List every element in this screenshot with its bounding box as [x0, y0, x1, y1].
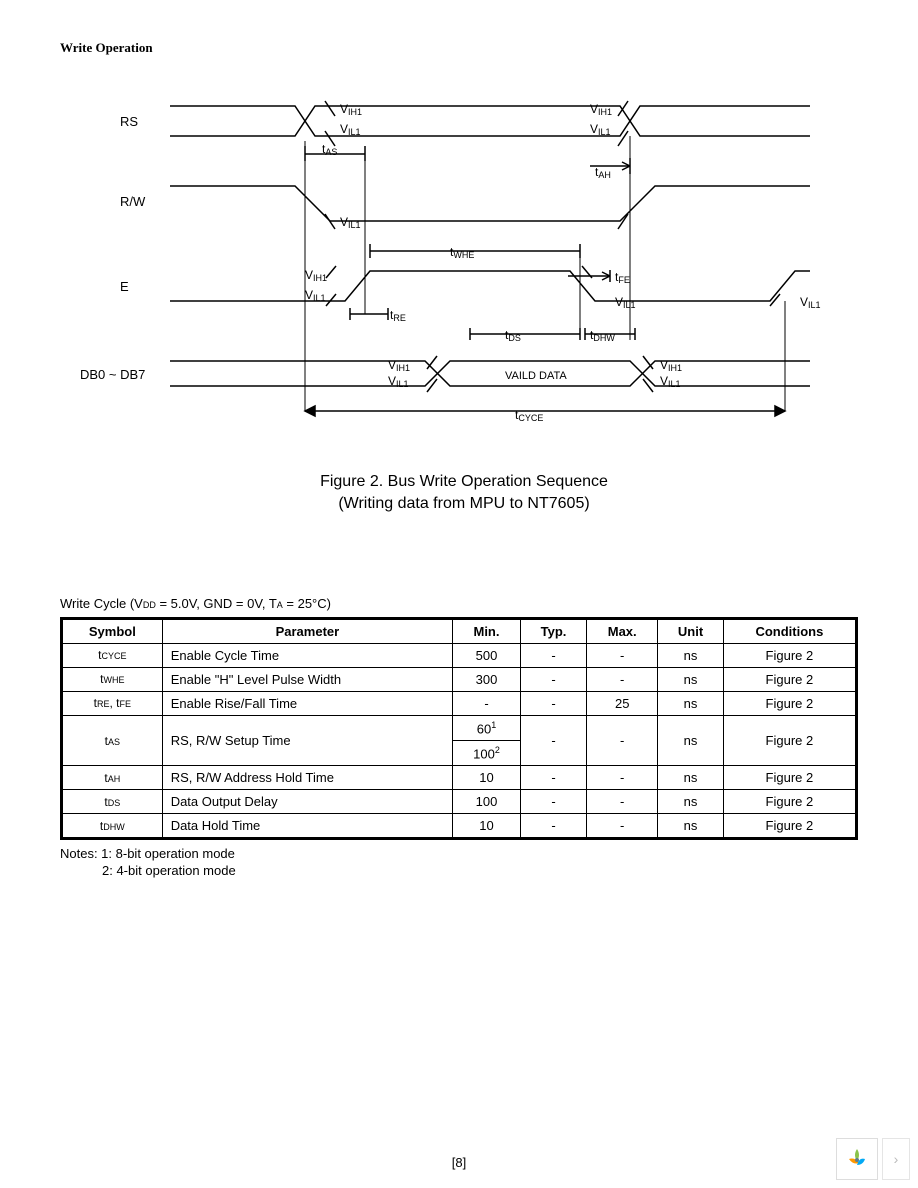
dim-twhe: [370, 244, 580, 258]
th-symbol: Symbol: [62, 618, 163, 643]
svg-text:VIH1: VIH1: [340, 102, 362, 117]
note-2: 2: 4-bit operation mode: [102, 863, 236, 878]
svg-text:tDS: tDS: [505, 328, 521, 343]
svg-text:tRE: tRE: [390, 308, 406, 323]
caption-line2: (Writing data from MPU to NT7605): [338, 495, 589, 512]
chevron-right-icon: ›: [894, 1151, 899, 1167]
svg-text:VIL1: VIL1: [305, 288, 326, 303]
th-min: Min.: [453, 618, 521, 643]
page-number: [8]: [0, 1155, 918, 1170]
svg-text:tAS: tAS: [322, 142, 337, 157]
table-row: tCYCEEnable Cycle Time500--nsFigure 2: [62, 643, 857, 667]
svg-text:VAILD DATA: VAILD DATA: [505, 370, 567, 382]
svg-text:tAH: tAH: [595, 165, 611, 180]
table-row: tRE, tFEEnable Rise/Fall Time--25nsFigur…: [62, 691, 857, 715]
signal-e: [170, 266, 810, 306]
dim-tds: [470, 328, 580, 340]
signal-db: [170, 356, 810, 392]
table-row: tASRS, R/W Setup Time601--nsFigure 2: [62, 715, 857, 740]
note-1: Notes: 1: 8-bit operation mode: [60, 846, 235, 861]
table-row: tWHEEnable "H" Level Pulse Width300--nsF…: [62, 667, 857, 691]
table-row: tDSData Output Delay100--nsFigure 2: [62, 790, 857, 814]
table-row: tDHWData Hold Time10--nsFigure 2: [62, 814, 857, 839]
label-rw: R/W: [120, 194, 146, 209]
svg-text:VIL1: VIL1: [388, 374, 409, 389]
table-title: Write Cycle (VDD = 5.0V, GND = 0V, TA = …: [60, 596, 858, 611]
svg-text:VIL1: VIL1: [800, 295, 821, 310]
figure-caption: Figure 2. Bus Write Operation Sequence (…: [70, 471, 858, 516]
svg-text:tDHW: tDHW: [590, 328, 615, 343]
svg-text:VIH1: VIH1: [305, 268, 327, 283]
th-typ: Typ.: [520, 618, 586, 643]
nav-widget: ›: [836, 1138, 910, 1180]
next-button[interactable]: ›: [882, 1138, 910, 1180]
dim-tfe: [568, 270, 610, 282]
label-db: DB0 ~ DB7: [80, 367, 145, 382]
th-cond: Conditions: [723, 618, 856, 643]
svg-text:tWHE: tWHE: [450, 245, 474, 260]
th-parameter: Parameter: [162, 618, 452, 643]
svg-text:VIL1: VIL1: [615, 295, 636, 310]
th-max: Max.: [587, 618, 658, 643]
table-row: tAHRS, R/W Address Hold Time10--nsFigure…: [62, 766, 857, 790]
timing-table: Symbol Parameter Min. Typ. Max. Unit Con…: [60, 617, 858, 841]
dim-tre: [350, 308, 388, 320]
section-title: Write Operation: [60, 40, 858, 56]
svg-text:VIL1: VIL1: [340, 122, 361, 137]
logo-icon[interactable]: [836, 1138, 878, 1180]
label-rs: RS: [120, 114, 138, 129]
timing-diagram: RS R/W E DB0 ~ DB7 VIH1 VIL1 VIH1 VIL1 t…: [70, 76, 858, 516]
table-notes: Notes: 1: 8-bit operation mode 2: 4-bit …: [60, 846, 858, 880]
svg-text:VIL1: VIL1: [660, 374, 681, 389]
svg-text:VIL1: VIL1: [590, 122, 611, 137]
svg-text:tFE: tFE: [615, 270, 630, 285]
th-unit: Unit: [658, 618, 724, 643]
signal-rw: [170, 186, 810, 229]
svg-text:VIL1: VIL1: [340, 215, 361, 230]
signal-rs: [170, 101, 810, 146]
label-e: E: [120, 279, 129, 294]
caption-line1: Figure 2. Bus Write Operation Sequence: [320, 473, 608, 490]
svg-text:VIH1: VIH1: [590, 102, 612, 117]
